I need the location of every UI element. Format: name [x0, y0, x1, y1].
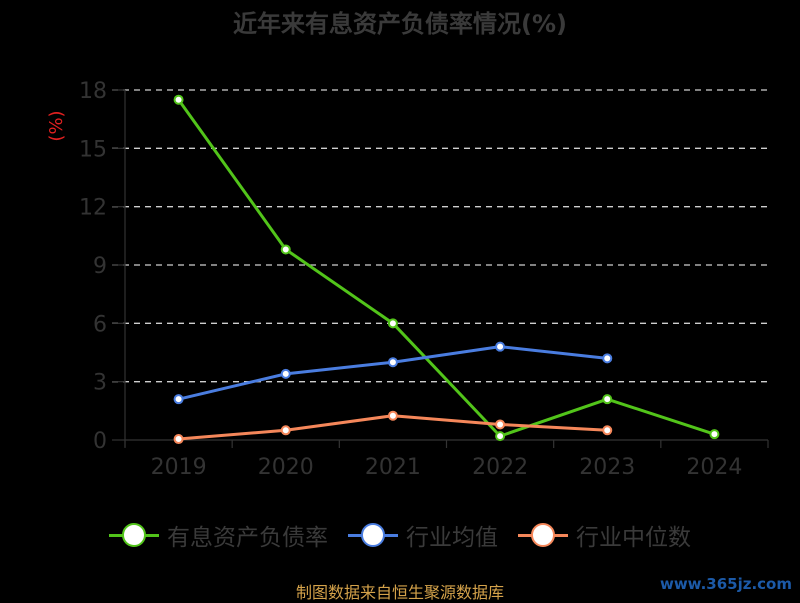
legend-label: 有息资产负债率 [167, 525, 328, 551]
axes: 0 3 6 9 12 15 18 2019 2020 2021 2022 2023 2024 [79, 79, 769, 480]
series-line-2 [178, 345, 608, 401]
legend-swatch-series-2 [348, 523, 398, 547]
legend-swatch-series-1 [109, 523, 159, 547]
chart-title: 近年来有息资产负债率情况(%) [233, 10, 567, 38]
y-tick-label: 9 [93, 254, 107, 279]
x-tick-label: 2024 [686, 455, 742, 480]
data-point[interactable] [602, 425, 613, 436]
x-tick-label: 2019 [151, 455, 207, 480]
source-note: 制图数据来自恒生聚源数据库 [295, 583, 504, 602]
data-point[interactable] [709, 429, 720, 440]
grid-lines [112, 89, 768, 383]
y-tick-label: 12 [79, 196, 107, 221]
y-tick-label: 6 [93, 312, 107, 337]
y-tick-label: 15 [79, 137, 107, 162]
y-tick-label: 0 [93, 429, 107, 454]
legend-item-series-2[interactable]: 行业均值 [348, 518, 498, 552]
series-lines [173, 94, 720, 445]
x-tick-label: 2023 [579, 455, 635, 480]
data-point[interactable] [495, 341, 506, 352]
x-tick-label: 2022 [472, 455, 528, 480]
legend: 有息资产负债率 行业均值 行业中位数 [0, 518, 800, 552]
data-point[interactable] [280, 244, 291, 255]
data-point[interactable] [602, 394, 613, 405]
y-tick-label: 18 [79, 79, 107, 104]
watermark: www.365jz.com [659, 575, 792, 593]
data-point[interactable] [387, 318, 398, 329]
legend-swatch-series-3 [518, 523, 568, 547]
data-point[interactable] [602, 353, 613, 364]
legend-item-series-3[interactable]: 行业中位数 [518, 518, 691, 552]
data-point[interactable] [173, 94, 184, 105]
data-point[interactable] [387, 410, 398, 421]
data-point[interactable] [495, 431, 506, 442]
data-point[interactable] [173, 434, 184, 445]
data-point[interactable] [280, 368, 291, 379]
y-axis-label: (%) [46, 110, 67, 141]
legend-label: 行业中位数 [576, 525, 691, 551]
series-line-1 [177, 98, 715, 438]
x-tick-label: 2020 [258, 455, 314, 480]
data-point[interactable] [495, 419, 506, 430]
y-tick-label: 3 [93, 371, 107, 396]
x-tick-label: 2021 [365, 455, 421, 480]
data-point[interactable] [280, 425, 291, 436]
data-point[interactable] [387, 357, 398, 368]
legend-label: 行业均值 [406, 525, 498, 551]
data-point[interactable] [173, 394, 184, 405]
legend-item-series-1[interactable]: 有息资产负债率 [109, 518, 328, 552]
